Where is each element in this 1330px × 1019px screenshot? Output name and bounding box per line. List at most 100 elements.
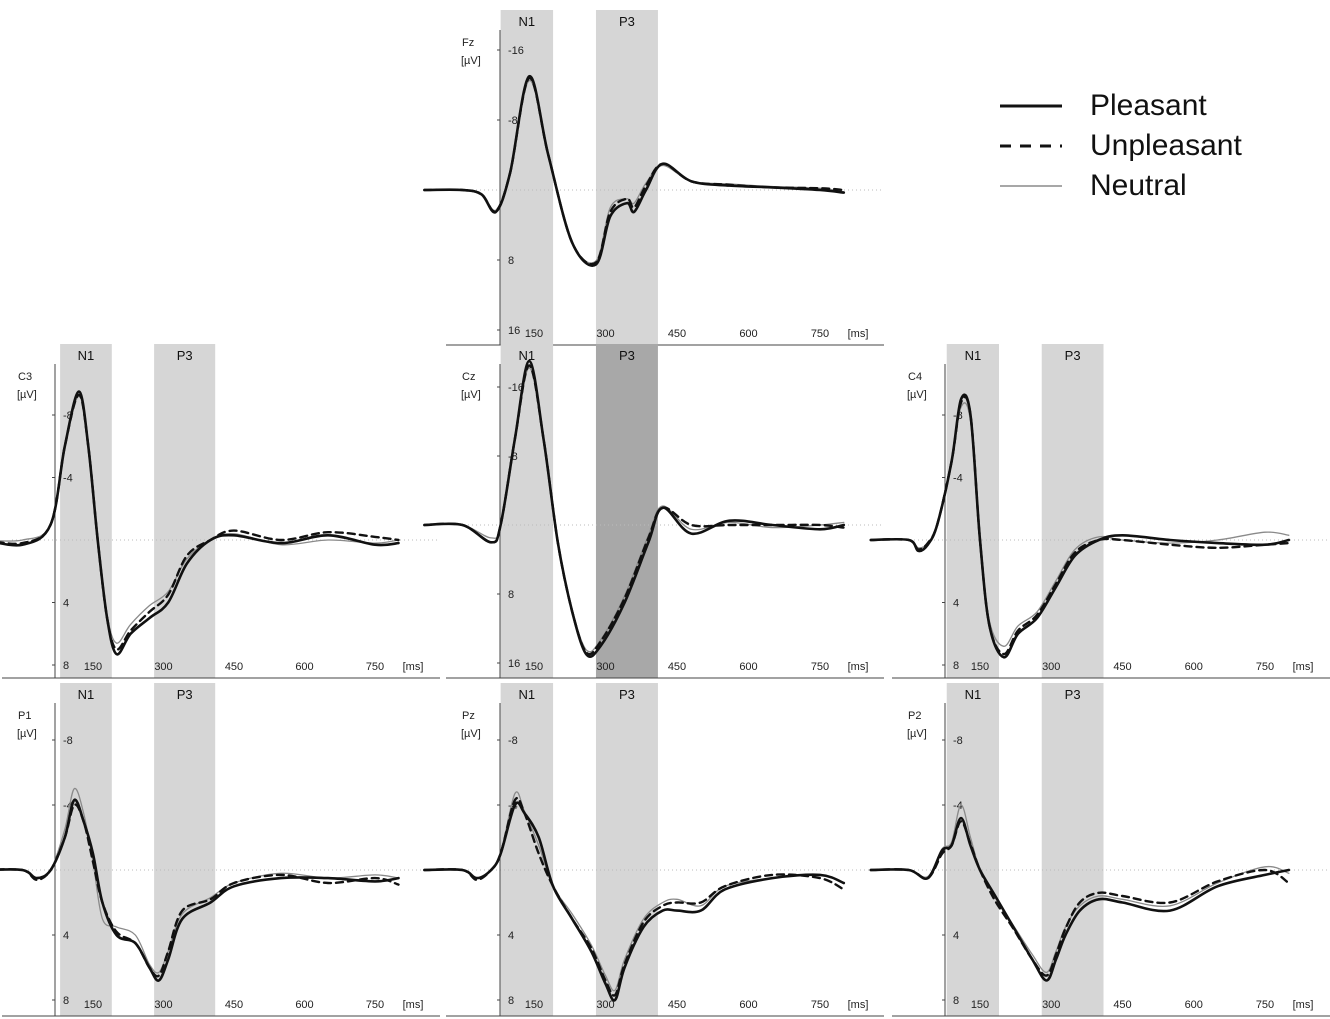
panel-p1: N1 P3 -8 -4 4 8 150 300 450 600 750 [ms] P1 [µV]	[0, 683, 440, 1017]
legend-label-pleasant: Pleasant	[1090, 89, 1207, 122]
legend-label-neutral: Neutral	[1090, 169, 1187, 202]
y-tick-label: 8	[63, 995, 69, 1007]
x-tick-label: 750	[1256, 999, 1274, 1011]
window-label-p3: P3	[619, 348, 635, 363]
window-label-p3: P3	[1065, 348, 1081, 363]
x-tick-label: 450	[668, 328, 686, 340]
x-tick-label: 150	[84, 661, 102, 673]
legend-label-unpleasant: Unpleasant	[1090, 129, 1242, 162]
unit-label: [µV]	[17, 389, 37, 401]
y-tick-label: -4	[508, 800, 518, 812]
y-tick-label: -8	[953, 735, 963, 747]
x-tick-label: 600	[1185, 661, 1203, 673]
series-pleasant	[869, 393, 1291, 659]
electrode-label: P2	[908, 710, 921, 722]
x-tick-label: 600	[1185, 999, 1203, 1011]
series-unpleasant	[869, 395, 1290, 656]
window-label-n1: N1	[78, 348, 95, 363]
legend-item-neutral: Neutral	[1000, 166, 1300, 206]
y-tick-label: -4	[63, 800, 73, 812]
window-label-p3: P3	[619, 687, 635, 702]
x-tick-label: 600	[295, 661, 313, 673]
x-tick-label: 750	[811, 328, 829, 340]
x-tick-label: 450	[1113, 999, 1131, 1011]
window-p3	[1041, 683, 1104, 1016]
unit-label: [µV]	[461, 389, 481, 401]
series-pleasant	[869, 816, 1291, 982]
x-tick-label: 600	[739, 328, 757, 340]
x-unit-label: [ms]	[1293, 999, 1314, 1011]
electrode-label: P1	[18, 710, 31, 722]
x-tick-label: 150	[525, 328, 543, 340]
panel-c3: N1 P3 -8 -4 4 8 150 300 450 600 750 [ms] C3 [µV]	[0, 344, 440, 679]
window-label-n1: N1	[965, 348, 982, 363]
electrode-label: Cz	[462, 371, 475, 383]
series-neutral	[870, 804, 1290, 974]
window-p3	[595, 683, 658, 1016]
x-tick-label: 750	[811, 999, 829, 1011]
electrode-label: C3	[18, 371, 32, 383]
x-unit-label: [ms]	[848, 328, 869, 340]
window-label-n1: N1	[519, 687, 536, 702]
y-tick-label: 4	[63, 930, 69, 942]
legend-swatch-unpleasant	[1000, 144, 1062, 148]
panel-p2: N1 P3 -8 -4 4 8 150 300 450 600 750 [ms] P2 [µV]	[869, 683, 1330, 1017]
electrode-label: C4	[908, 371, 922, 383]
window-p3	[154, 344, 216, 678]
window-label-p3: P3	[619, 14, 635, 29]
y-tick-label: -4	[953, 800, 963, 812]
x-unit-label: [ms]	[403, 999, 424, 1011]
panel-c4: N1 P3-8-448 150 300 450 600 750 [ms]C4[µV]	[869, 344, 1330, 679]
x-tick-label: 600	[739, 999, 757, 1011]
unit-label: [µV]	[461, 728, 481, 740]
x-tick-label: 750	[811, 661, 829, 673]
x-tick-label: 600	[295, 999, 313, 1011]
window-label-p3: P3	[177, 687, 193, 702]
y-tick-label: 8	[953, 995, 959, 1007]
y-tick-label: -16	[508, 382, 524, 394]
window-n1	[500, 344, 554, 678]
unit-label: [µV]	[907, 389, 927, 401]
x-tick-label: 150	[525, 661, 543, 673]
window-n1	[60, 344, 112, 678]
window-p3	[595, 10, 658, 345]
y-tick-label: 8	[63, 660, 69, 672]
x-tick-label: 300	[1042, 661, 1060, 673]
series-pleasant	[423, 801, 846, 1002]
x-tick-label: 450	[1113, 661, 1131, 673]
x-unit-label: [ms]	[403, 661, 424, 673]
y-tick-label: -4	[63, 473, 73, 485]
window-label-n1: N1	[78, 687, 95, 702]
x-unit-label: [ms]	[1293, 661, 1314, 673]
window-p3	[1041, 344, 1104, 678]
legend-swatch-neutral	[1000, 185, 1062, 187]
y-tick-label: -4	[953, 473, 963, 485]
window-label-n1: N1	[519, 348, 536, 363]
unit-label: [µV]	[17, 728, 37, 740]
y-tick-label: 16	[508, 325, 520, 337]
legend: Pleasant Unpleasant Neutral	[1000, 86, 1300, 206]
x-tick-label: 300	[596, 661, 614, 673]
x-tick-label: 450	[225, 661, 243, 673]
window-label-p3: P3	[177, 348, 193, 363]
legend-swatch-pleasant	[1000, 104, 1062, 108]
y-tick-label: -8	[508, 115, 518, 127]
legend-item-pleasant: Pleasant	[1000, 86, 1300, 126]
y-tick-label: 4	[508, 930, 514, 942]
series-pleasant	[0, 798, 400, 982]
window-label-p3: P3	[1065, 687, 1081, 702]
x-tick-label: 150	[971, 661, 989, 673]
y-tick-label: -16	[508, 45, 524, 57]
series-unpleasant	[423, 796, 845, 997]
y-tick-label: -8	[508, 735, 518, 747]
y-tick-label: 8	[508, 255, 514, 267]
x-tick-label: 300	[596, 328, 614, 340]
series-pleasant	[0, 390, 400, 656]
x-tick-label: 300	[154, 661, 172, 673]
panel-pz: N1 P3 -8 -4 4 8 150 300 450 600 750 [ms] Pz [µV]	[423, 683, 884, 1017]
x-unit-label: [ms]	[848, 999, 869, 1011]
series-unpleasant	[0, 393, 400, 651]
electrode-label: Pz	[462, 710, 475, 722]
x-tick-label: 600	[739, 661, 757, 673]
